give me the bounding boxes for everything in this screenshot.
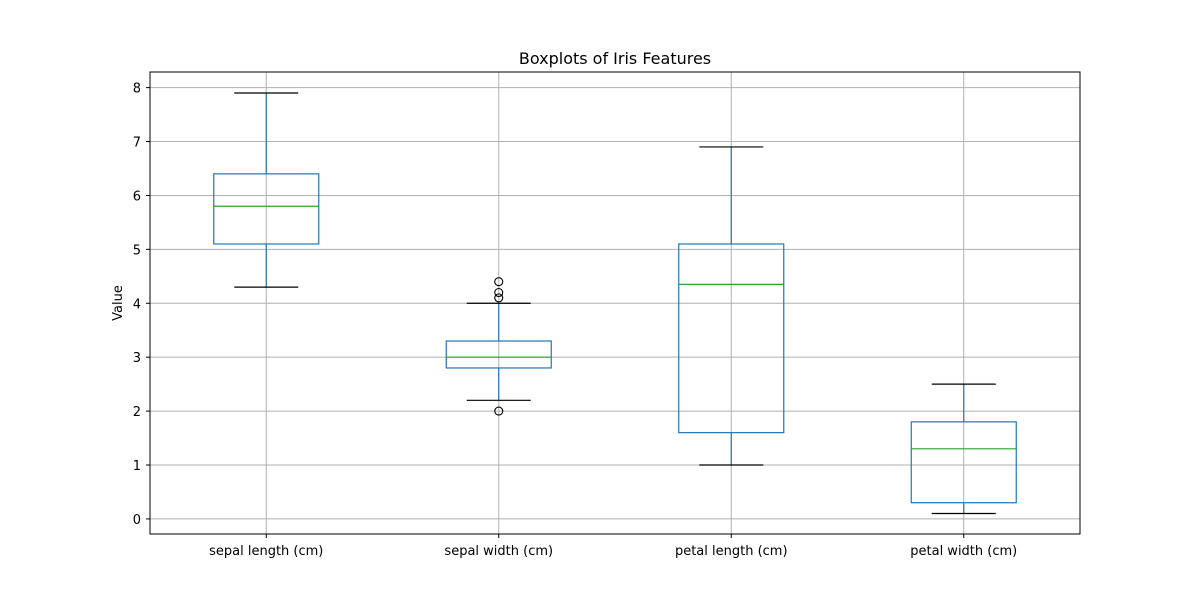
x-tick-label: sepal width (cm) (444, 544, 553, 559)
iqr-box (445, 340, 552, 369)
boxes (213, 92, 1017, 515)
outlier-point (494, 293, 504, 303)
outlier-point (494, 406, 504, 416)
iqr-box (213, 173, 320, 245)
grid-lines (150, 72, 1080, 534)
y-axis-ticks: 0 1 2 3 4 5 6 7 8 (133, 82, 150, 528)
x-tick-label: petal length (cm) (675, 544, 788, 559)
box-group (213, 92, 320, 288)
x-tick-label: sepal length (cm) (209, 544, 323, 559)
box-group (445, 277, 552, 416)
chart-title: Boxplots of Iris Features (519, 49, 711, 68)
x-axis-ticks: sepal length (cm) sepal width (cm) petal l… (209, 534, 1017, 559)
x-tick-label: petal width (cm) (910, 544, 1017, 559)
y-tick-label: 1 (133, 459, 141, 474)
outlier-point (494, 287, 504, 298)
box-group (910, 383, 1017, 515)
iqr-box (678, 243, 785, 434)
y-tick-label: 2 (133, 405, 141, 420)
y-tick-label: 3 (133, 351, 141, 366)
y-tick-label: 7 (133, 136, 141, 151)
y-tick-label: 0 (133, 513, 141, 528)
y-tick-label: 4 (133, 297, 141, 312)
y-tick-label: 6 (133, 189, 141, 204)
iqr-box (910, 421, 1017, 504)
outlier-point (494, 277, 504, 287)
y-axis-label: Value (111, 285, 126, 321)
y-tick-label: 5 (133, 243, 141, 258)
box-group (678, 146, 785, 466)
y-tick-label: 8 (133, 82, 141, 97)
